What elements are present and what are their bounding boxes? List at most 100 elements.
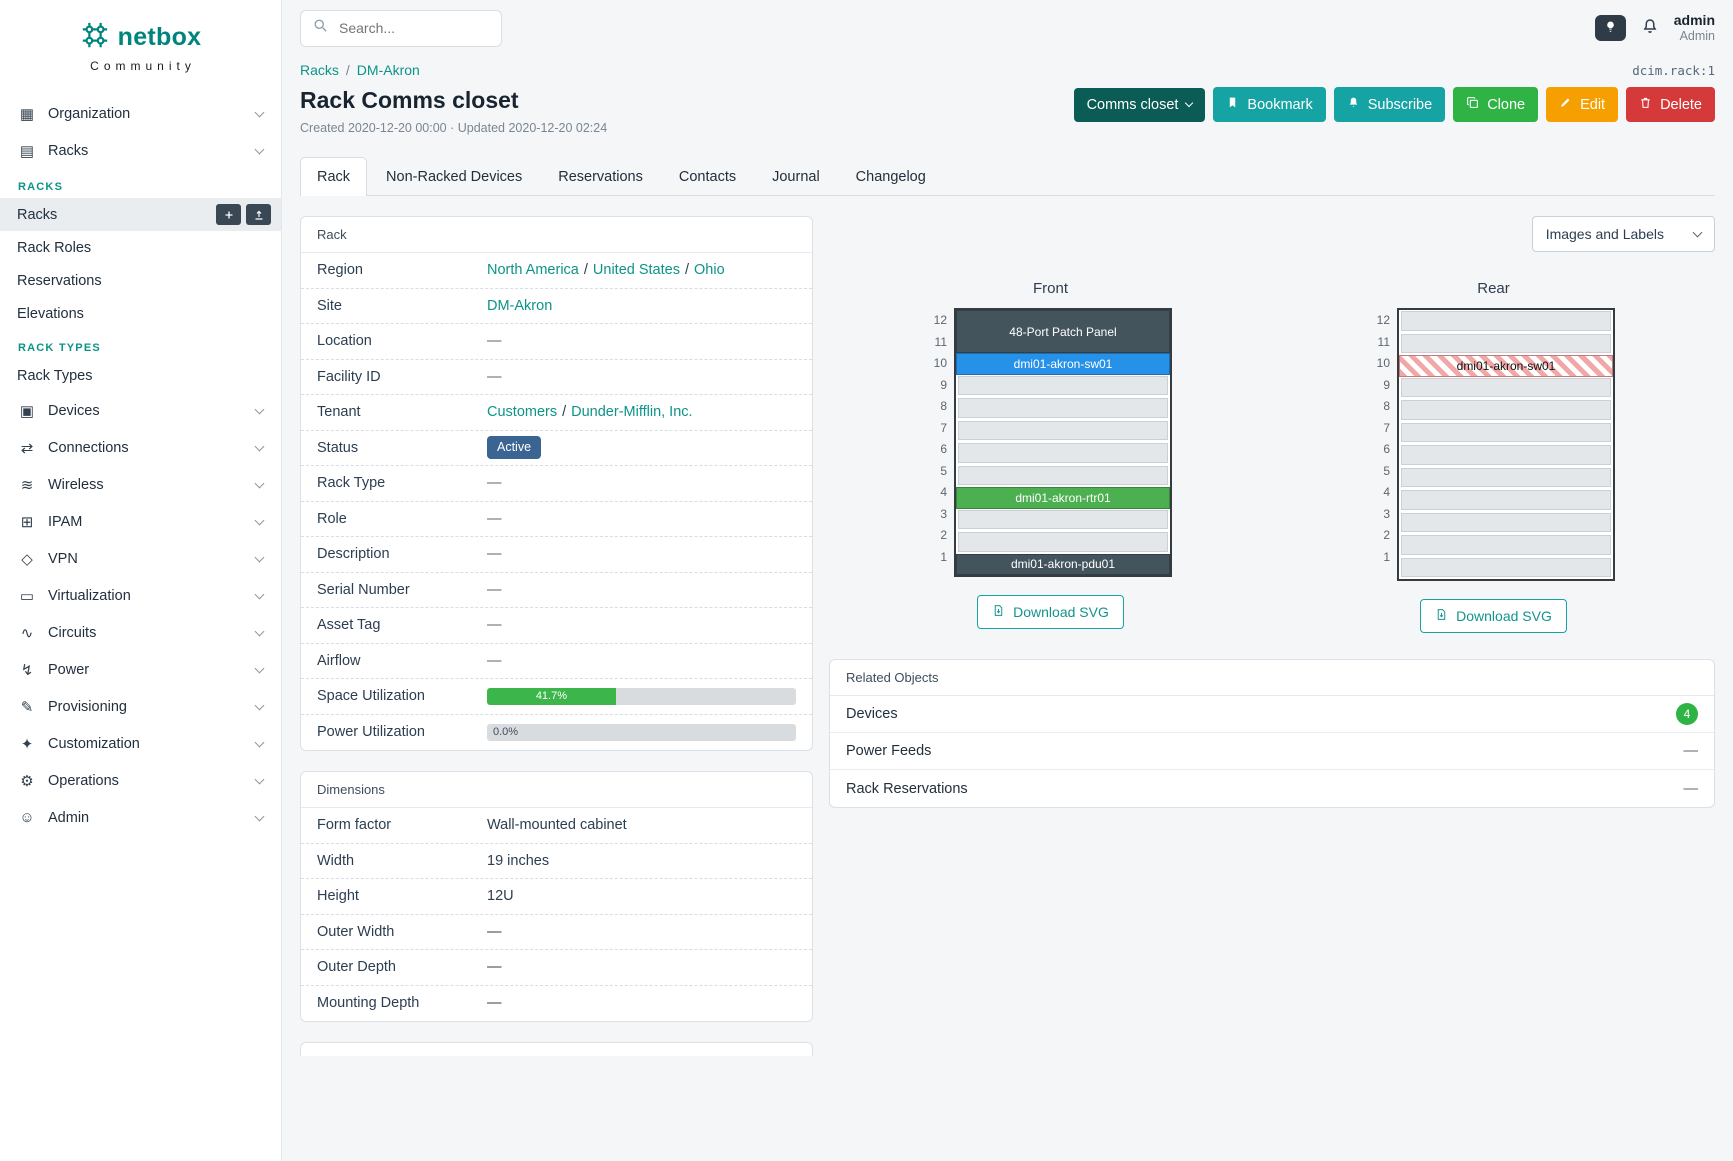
rack-unit-empty[interactable]	[1399, 333, 1613, 356]
rack-unit-empty[interactable]	[1399, 422, 1613, 445]
tab-reservations[interactable]: Reservations	[558, 169, 643, 185]
empty-slot	[958, 420, 1168, 440]
sidebar-item[interactable]: ◇ VPN	[0, 540, 281, 577]
sidebar-item[interactable]: ⇄ Connections	[0, 429, 281, 466]
rack-unit-empty[interactable]	[956, 532, 1170, 554]
brand-tagline: Community	[90, 59, 196, 73]
device-block-pdu[interactable]: dmi01-akron-pdu01	[956, 553, 1170, 575]
search-input[interactable]	[337, 19, 489, 37]
sub-item-label: Rack Types	[17, 367, 93, 384]
rack-unit-empty[interactable]	[1399, 535, 1613, 557]
rack-unit-empty[interactable]	[1399, 467, 1613, 490]
topbar: admin Admin	[282, 0, 1733, 56]
sidebar-item[interactable]: ⚙ Operations	[0, 762, 281, 799]
related-row-devices[interactable]: Devices 4	[830, 696, 1714, 733]
site-link[interactable]: DM-Akron	[487, 297, 553, 314]
tenant-group-link[interactable]: Customers	[487, 404, 558, 421]
import-rack-button[interactable]	[246, 204, 271, 225]
sidebar-groups: ▣ Devices ⇄ Connections ≋ Wireless	[0, 392, 281, 836]
sidebar-item-icon: ▣	[19, 402, 35, 420]
sidebar-item[interactable]: ▣ Devices	[0, 392, 281, 429]
images-and-labels-select[interactable]: Images and Labels	[1531, 216, 1715, 252]
sidebar-item-elevations[interactable]: Elevations	[0, 297, 281, 330]
clone-button[interactable]: Clone	[1453, 87, 1539, 122]
device-block-switch-rear[interactable]: dmi01-akron-sw01	[1399, 355, 1613, 377]
tenant-link[interactable]: Dunder-Mifflin, Inc.	[571, 404, 693, 421]
related-row-rack-reservations[interactable]: Rack Reservations —	[830, 770, 1714, 807]
sidebar-item[interactable]: ✎ Provisioning	[0, 688, 281, 725]
breadcrumb-link-racks[interactable]: Racks	[300, 62, 339, 78]
unit-number: 1	[940, 549, 947, 564]
sidebar-item[interactable]: ↯ Power	[0, 651, 281, 688]
tab-rack[interactable]: Rack	[300, 157, 368, 196]
chevron-down-icon	[254, 626, 265, 636]
breadcrumb: Racks / DM-Akron	[300, 62, 420, 78]
sidebar-item-rack-types[interactable]: Rack Types	[0, 359, 281, 392]
attr-label: Form factor	[317, 817, 392, 834]
unit-number: 8	[940, 399, 947, 413]
device-block-switch[interactable]: dmi01-akron-sw01	[956, 353, 1170, 375]
sidebar-item-racks-list[interactable]: Racks	[0, 198, 281, 231]
rack-unit-empty[interactable]	[956, 443, 1170, 465]
elevation-select-button[interactable]: Comms closet	[1073, 87, 1206, 122]
sidebar-item-racks[interactable]: ▤ Racks	[0, 132, 281, 169]
sub-item-label: Reservations	[17, 272, 102, 289]
search-box[interactable]	[300, 9, 502, 47]
breadcrumb-link-site[interactable]: DM-Akron	[356, 62, 420, 78]
tab-contacts[interactable]: Contacts	[678, 169, 737, 185]
rack-elevation-rear: Rear 12 11 10 9 8 7 6 5 4 3 2 1 dmi01-akron-sw01	[1272, 280, 1715, 633]
notifications-button[interactable]	[1641, 17, 1659, 38]
attr-value: 41.7%	[487, 687, 796, 705]
rack-unit-empty[interactable]	[1399, 400, 1613, 422]
rack-unit-empty[interactable]	[956, 375, 1170, 398]
attr-label: Height	[317, 888, 359, 905]
rack-unit-empty[interactable]	[1399, 311, 1613, 333]
sidebar-item-label: Organization	[48, 105, 131, 122]
tab-changelog[interactable]: Changelog	[855, 169, 926, 185]
user-menu[interactable]: admin Admin	[1674, 12, 1715, 44]
related-row-power-feeds[interactable]: Power Feeds —	[830, 733, 1714, 770]
rack-unit-empty[interactable]	[1399, 490, 1613, 512]
sidebar-item[interactable]: ∿ Circuits	[0, 614, 281, 651]
device-block-router[interactable]: dmi01-akron-rtr01	[956, 487, 1170, 509]
rack-unit-empty[interactable]	[956, 509, 1170, 532]
region-link[interactable]: Ohio	[694, 262, 725, 279]
sidebar-item[interactable]: ☺ Admin	[0, 799, 281, 836]
rack-unit-empty[interactable]	[956, 420, 1170, 443]
sidebar-item-rack-roles[interactable]: Rack Roles	[0, 231, 281, 264]
region-link[interactable]: United States	[592, 262, 680, 279]
brand[interactable]: netbox Community	[0, 0, 281, 79]
bookmark-button[interactable]: Bookmark	[1213, 87, 1326, 122]
download-svg-front-button[interactable]: Download SVG	[977, 595, 1124, 629]
theme-toggle-button[interactable]	[1594, 14, 1626, 41]
rack-unit-empty[interactable]	[1399, 557, 1613, 580]
unit-number: 5	[940, 463, 947, 478]
sidebar-item[interactable]: ✦ Customization	[0, 725, 281, 762]
region-link[interactable]: North America	[487, 262, 579, 279]
sidebar-item-organization[interactable]: ▦ Organization	[0, 95, 281, 132]
sidebar-item[interactable]: ⊞ IPAM	[0, 503, 281, 540]
edit-button[interactable]: Edit	[1546, 87, 1619, 122]
rack-unit-empty[interactable]	[1399, 377, 1613, 400]
sidebar-item[interactable]: ≋ Wireless	[0, 466, 281, 503]
sidebar-item[interactable]: ▭ Virtualization	[0, 577, 281, 614]
delete-button[interactable]: Delete	[1626, 87, 1715, 122]
chevron-down-icon	[254, 107, 265, 117]
tab-non-racked-devices[interactable]: Non-Racked Devices	[386, 169, 523, 185]
rack-unit-empty[interactable]	[1399, 445, 1613, 467]
sidebar-item-reservations[interactable]: Reservations	[0, 264, 281, 297]
rack-unit-empty[interactable]	[956, 465, 1170, 488]
rack-unit-empty[interactable]	[1399, 512, 1613, 535]
attr-value: —	[487, 923, 502, 940]
download-svg-rear-button[interactable]: Download SVG	[1420, 599, 1567, 633]
tab-journal[interactable]: Journal	[772, 169, 820, 185]
add-rack-button[interactable]	[216, 204, 241, 225]
attr-value: DM-Akron	[487, 298, 796, 314]
device-label: dmi01-akron-rtr01	[1015, 490, 1111, 505]
attr-value: North America / United States / Ohio	[487, 262, 796, 278]
rack-unit-empty[interactable]	[956, 398, 1170, 420]
subscribe-button[interactable]: Subscribe	[1333, 87, 1446, 122]
device-block-patch-panel[interactable]: 48-Port Patch Panel	[956, 310, 1170, 353]
unit-number: 7	[940, 420, 947, 435]
unit-number: 10	[933, 356, 947, 370]
